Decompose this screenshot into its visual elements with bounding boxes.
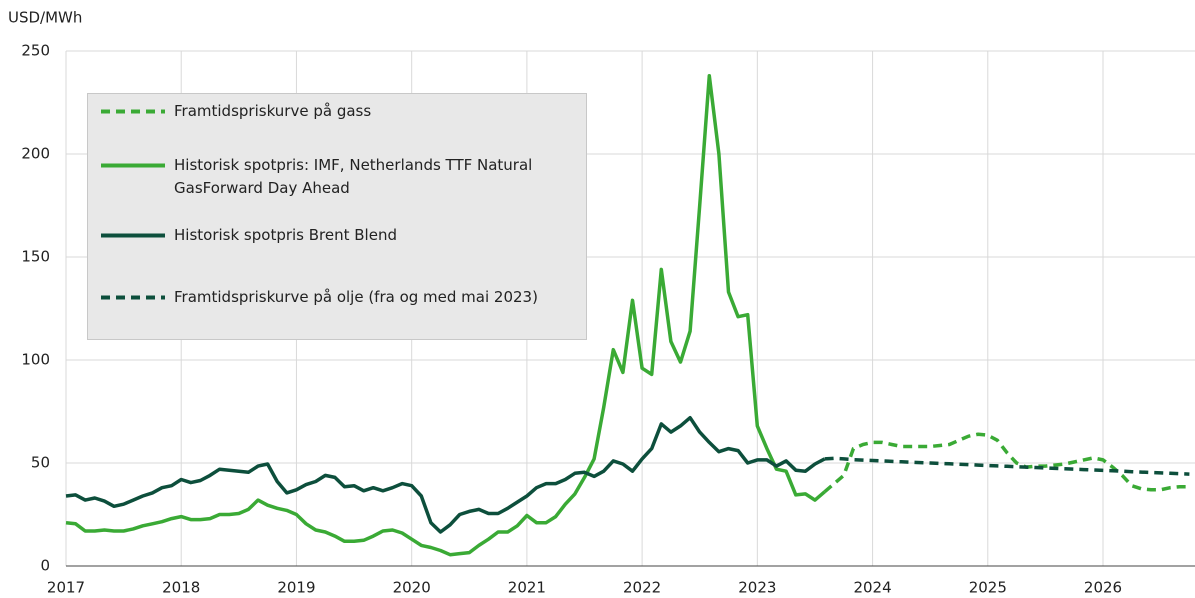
legend-label: Historisk spotpris: IMF, Netherlands TTF… [174, 156, 533, 197]
x-tick-label: 2019 [277, 579, 315, 597]
legend-label: Historisk spotpris Brent Blend [174, 226, 397, 244]
y-tick-label: 250 [21, 42, 50, 60]
y-tick-label: 150 [21, 248, 50, 266]
series-line [65, 415, 826, 534]
series-line [824, 456, 1190, 476]
legend-label: Framtidspriskurve på gass [174, 102, 372, 120]
x-tick-label: 2024 [853, 579, 891, 597]
x-tick-label: 2020 [393, 579, 431, 597]
x-tick-label: 2025 [969, 579, 1007, 597]
x-tick-label: 2026 [1084, 579, 1122, 597]
legend-label: Framtidspriskurve på olje (fra og med ma… [174, 288, 538, 306]
y-tick-label: 50 [31, 454, 50, 472]
y-tick-label: 0 [40, 557, 50, 575]
legend-entry: Historisk spotpris: IMF, Netherlands TTF… [100, 154, 532, 200]
x-tick-label: 2022 [623, 579, 661, 597]
legend-swatch [101, 233, 165, 238]
legend-swatch [101, 109, 165, 114]
series-line [823, 432, 1190, 494]
legend-swatch [101, 295, 165, 300]
legend-swatch [101, 163, 165, 168]
legend-entry: Framtidspriskurve på olje (fra og med ma… [100, 286, 538, 309]
x-tick-label: 2017 [47, 579, 85, 597]
y-axis-label: USD/MWh [8, 9, 82, 27]
x-tick-label: 2023 [738, 579, 776, 597]
series-line [65, 73, 826, 557]
legend-entry: Historisk spotpris Brent Blend [100, 224, 397, 247]
x-tick-label: 2021 [508, 579, 546, 597]
legend-entry: Framtidspriskurve på gass [100, 100, 371, 123]
y-tick-label: 200 [21, 145, 50, 163]
y-tick-label: 100 [21, 351, 50, 369]
legend: Framtidspriskurve på gass Historisk spotp… [87, 93, 587, 340]
x-tick-label: 2018 [162, 579, 200, 597]
